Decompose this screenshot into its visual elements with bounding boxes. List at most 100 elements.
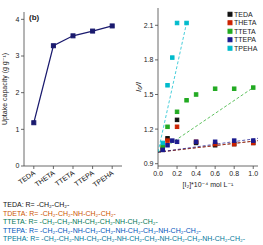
x-tick [33,166,34,169]
y-tick-label: 3 [16,52,20,59]
y-tick-label: 2.1 [144,22,154,29]
scatter-point [166,84,170,88]
legend-swatch [228,12,232,16]
y-tick [21,56,24,57]
x-tick [112,166,113,169]
scatter-point [194,140,198,144]
scatter-point [166,139,170,143]
line-marker [71,34,75,38]
scatter-point [251,139,255,143]
scatter-point [232,139,236,143]
figure: 01234TEDATHETATTETATTEPATPEHA(b)Uptake c… [0,0,263,245]
legend-swatch [228,21,232,25]
annotation: TPEHA: R= -CH₂-CH₂-NH-CH₂-CH₂-NH-CH₂-CH₂… [3,235,246,242]
y-tick-label: 2 [16,89,20,96]
legend-label: TPEHA [234,45,258,52]
scatter-point [213,87,217,91]
y-tick [21,129,24,130]
y-tick [21,166,24,167]
annotation: TTEPA: R= -CH₂-CH₂-NH-CH₂-CH₂-NH-CH₂-CH₂… [3,227,202,234]
legend-swatch [228,29,232,33]
x-tick-label: 1.0 [248,170,258,177]
y-tick [155,25,158,26]
annotation: TEDA: R= -CH₂-CH₂- [3,201,70,208]
scatter-point [185,21,189,25]
x-tick-label: TPEHA [92,169,115,188]
legend-swatch [228,38,232,42]
scatter-point [161,148,165,152]
y-axis-line [158,8,159,166]
x-tick [215,166,216,169]
scatter-point [185,99,189,103]
scatter-point [175,110,179,114]
x-tick-label: 0.0 [153,170,163,177]
x-tick-label: TTETA [54,169,76,187]
y-axis-line [24,12,25,166]
scatter-point [166,143,170,147]
y-tick-label: 1.5 [144,91,154,98]
scatter-point [251,86,255,90]
panel-c: 0.91.21.51.82.10.00.20.40.60.81.0TEDATHE… [134,8,258,189]
y-tick [155,59,158,60]
line-marker [91,29,95,33]
x-tick-label: 0.6 [210,170,220,177]
annotation: TTETA: R= -CH₂-CH₂-NH-CH₂-CH₂-NH-CH₂-CH₂… [3,218,158,225]
line-marker [51,44,55,48]
line-marker [32,121,36,125]
panel-b: 01234TEDATHETATTETATTEPATPEHA(b)Uptake c… [1,12,122,188]
x-tick [253,166,254,169]
x-tick [92,166,93,169]
line [34,26,112,123]
y-tick-label: 1.8 [144,56,154,63]
legend-label: THETA [234,19,257,26]
y-tick-label: 1.2 [144,126,154,133]
y-tick-label: 4 [16,16,20,23]
scatter-point [194,140,198,144]
y-tick [21,92,24,93]
trend-lines [158,23,258,152]
x-tick [177,166,178,169]
legend-swatch [228,46,232,50]
y-tick-label: 1 [16,126,20,133]
annotations: TEDA: R= -CH₂-CH₂- TDETA: R= -CH₂-CH₂-NH-… [3,201,246,242]
scatter-point [194,93,198,97]
scatter-point [175,140,179,144]
scatter-point [166,125,170,129]
y-axis-label: I₀/I [134,81,143,92]
x-axis-label: [I₂]*10⁻⁴ mol L⁻¹ [183,181,235,189]
x-tick-label: 0.8 [229,170,239,177]
y-axis-label: Uptake capacity (g g⁻¹) [1,53,9,125]
x-tick-label: 0.2 [172,170,182,177]
title: (b) [29,13,40,22]
scatter-point [161,141,165,145]
scatter-point [175,21,179,25]
x-tick-label: 0.4 [191,170,201,177]
legend-label: TTETA [234,28,256,35]
scatter-point [171,56,175,60]
x-tick [234,166,235,169]
trend-line [158,88,253,153]
annotation: TDETA: R= -CH₂-CH₂-NH-CH₂-CH₂- [3,210,116,217]
scatter-point [213,140,217,144]
legend-label: TEDA [234,11,253,18]
scatter-point [175,118,179,122]
legend-label: TTEPA [234,36,256,43]
line-marker [110,24,114,28]
scatter-point [171,139,175,143]
y-tick [155,163,158,164]
trend-line [158,138,258,152]
y-tick [21,19,24,20]
plot-area [158,21,258,152]
legend: TEDATHETA TTETATTEPA TPEHA [228,11,258,52]
y-tick-label: 0 [16,162,20,169]
x-axis-line [158,166,258,167]
y-tick [155,129,158,130]
y-tick [155,94,158,95]
x-tick-label: THETA [34,169,57,188]
x-tick [53,166,54,169]
scatter-point [161,148,165,152]
scatter-point [175,125,179,129]
scatter-point [232,87,236,91]
trend-line [158,23,187,152]
x-tick [73,166,74,169]
